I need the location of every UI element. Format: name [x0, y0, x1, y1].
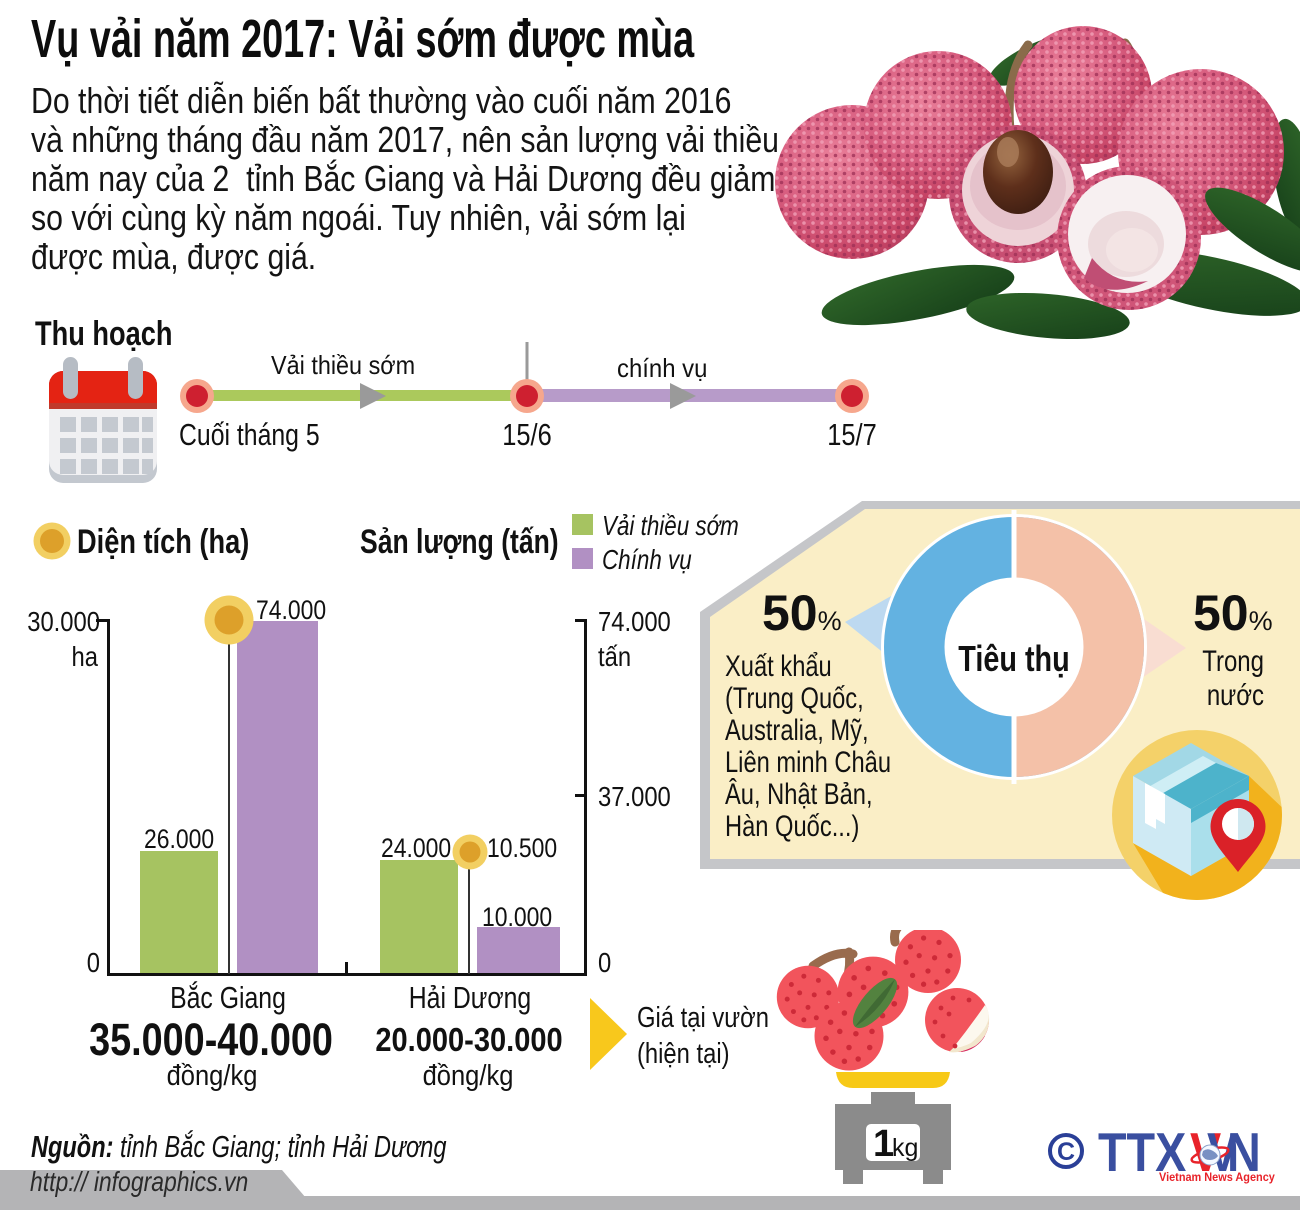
svg-text:TTX: TTX: [1098, 1121, 1186, 1182]
svg-text:kg: kg: [892, 1134, 918, 1162]
svg-text:C: C: [1057, 1138, 1075, 1166]
svg-text:1: 1: [873, 1123, 894, 1165]
svg-text:N: N: [1227, 1121, 1261, 1182]
svg-text:Vietnam News Agency: Vietnam News Agency: [1159, 1172, 1276, 1184]
